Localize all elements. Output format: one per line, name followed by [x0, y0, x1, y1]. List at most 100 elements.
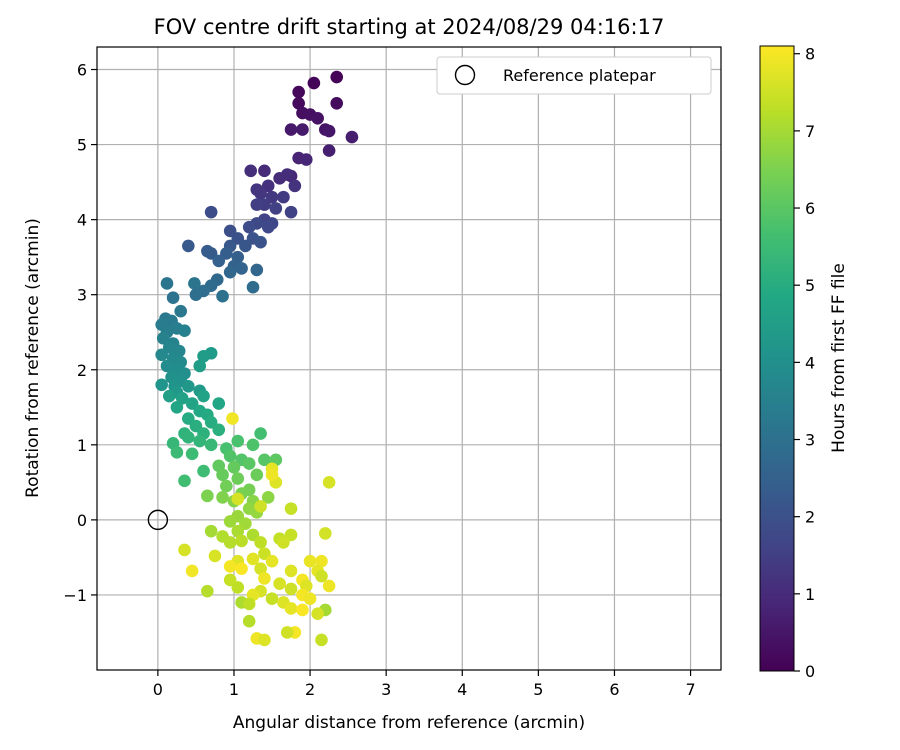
data-point	[204, 205, 218, 219]
legend-label: Reference platepar	[503, 66, 656, 85]
data-point	[284, 205, 298, 219]
data-point	[258, 453, 271, 467]
data-point	[185, 564, 199, 578]
data-point	[204, 524, 218, 538]
data-point	[303, 554, 317, 568]
data-point	[254, 536, 267, 549]
data-point	[242, 614, 256, 628]
data-point	[212, 254, 226, 268]
data-point	[201, 584, 214, 598]
data-point	[201, 489, 214, 503]
reference-marker-layer	[147, 509, 169, 531]
data-point	[288, 179, 302, 193]
x-tick-label: 6	[609, 680, 619, 699]
data-point	[193, 359, 207, 373]
data-point	[242, 220, 256, 234]
data-point	[250, 198, 264, 211]
data-point	[204, 438, 218, 452]
data-point	[254, 235, 267, 249]
data-point	[212, 423, 226, 437]
x-tick-label: 1	[229, 680, 239, 699]
data-point	[296, 123, 309, 136]
data-point	[246, 552, 260, 566]
reference-platepar-marker	[147, 509, 169, 531]
data-point	[254, 500, 267, 513]
y-axis-label: Rotation from reference (arcmin)	[23, 218, 43, 498]
data-point	[188, 277, 201, 290]
data-point	[170, 400, 184, 414]
x-tick-label: 2	[305, 680, 315, 699]
data-point	[322, 144, 336, 157]
data-point	[223, 449, 237, 463]
data-point	[254, 427, 267, 440]
data-point	[197, 349, 210, 363]
data-point	[280, 168, 294, 181]
data-point	[220, 479, 233, 493]
data-point	[315, 569, 328, 583]
data-point	[261, 220, 275, 234]
plot-frame	[96, 46, 722, 671]
data-point	[250, 468, 264, 482]
data-point	[322, 579, 336, 593]
data-point	[174, 304, 188, 318]
data-point	[246, 438, 260, 452]
colorbar-tick-label: 0	[805, 662, 815, 681]
data-point	[178, 474, 191, 488]
data-point	[231, 492, 245, 506]
data-point	[315, 554, 328, 568]
data-point	[311, 112, 324, 125]
data-points	[155, 70, 359, 647]
data-point	[284, 564, 298, 578]
data-point	[223, 560, 237, 573]
data-point	[235, 562, 248, 575]
data-point	[208, 549, 222, 563]
colorbar-tick-label: 2	[805, 508, 815, 527]
colorbar-tick-label: 4	[805, 353, 815, 372]
x-tick-label: 7	[685, 680, 695, 699]
data-point	[284, 602, 298, 615]
colorbar-tick-label: 6	[805, 199, 815, 218]
x-axis-ticks: 0 1 2 3 4 5 6 7	[153, 670, 696, 699]
data-point	[244, 164, 258, 178]
legend-box	[436, 56, 712, 95]
data-point	[258, 164, 271, 178]
colorbar-tick-label: 7	[805, 122, 815, 141]
data-point	[330, 70, 344, 84]
data-point	[231, 524, 245, 538]
data-point	[242, 597, 256, 611]
x-tick-label: 4	[457, 680, 467, 699]
data-point	[318, 527, 332, 540]
data-point	[216, 491, 229, 504]
colorbar-tick-label: 5	[805, 276, 815, 295]
data-point	[250, 263, 264, 277]
data-point	[239, 239, 252, 253]
data-point	[223, 265, 237, 279]
chart-title: FOV centre drift starting at 2024/08/29 …	[154, 15, 665, 39]
legend-reference-marker	[454, 64, 476, 86]
data-point	[160, 359, 174, 373]
y-tick-label: −1	[63, 586, 87, 605]
x-tick-label: 0	[153, 680, 163, 699]
data-point	[182, 239, 195, 253]
y-tick-label: 0	[77, 511, 87, 530]
data-point	[231, 472, 245, 485]
y-tick-label: 5	[77, 136, 87, 155]
x-tick-label: 3	[381, 680, 391, 699]
data-point	[170, 446, 184, 459]
data-point	[223, 536, 237, 549]
colorbar-gradient	[759, 45, 795, 672]
data-point	[212, 397, 226, 410]
colorbar: 0 1 2 3 4 5 6 7 8 Hours from first FF file	[759, 45, 849, 681]
x-axis-label: Angular distance from reference (arcmin)	[233, 713, 585, 733]
colorbar-tick-label: 1	[805, 585, 815, 604]
data-point	[258, 633, 271, 647]
data-point	[197, 464, 210, 478]
colorbar-tick-label: 8	[805, 45, 815, 64]
data-point	[265, 592, 279, 605]
data-point	[292, 96, 305, 110]
data-point	[216, 289, 229, 303]
data-point	[155, 348, 168, 362]
data-point	[193, 434, 207, 448]
